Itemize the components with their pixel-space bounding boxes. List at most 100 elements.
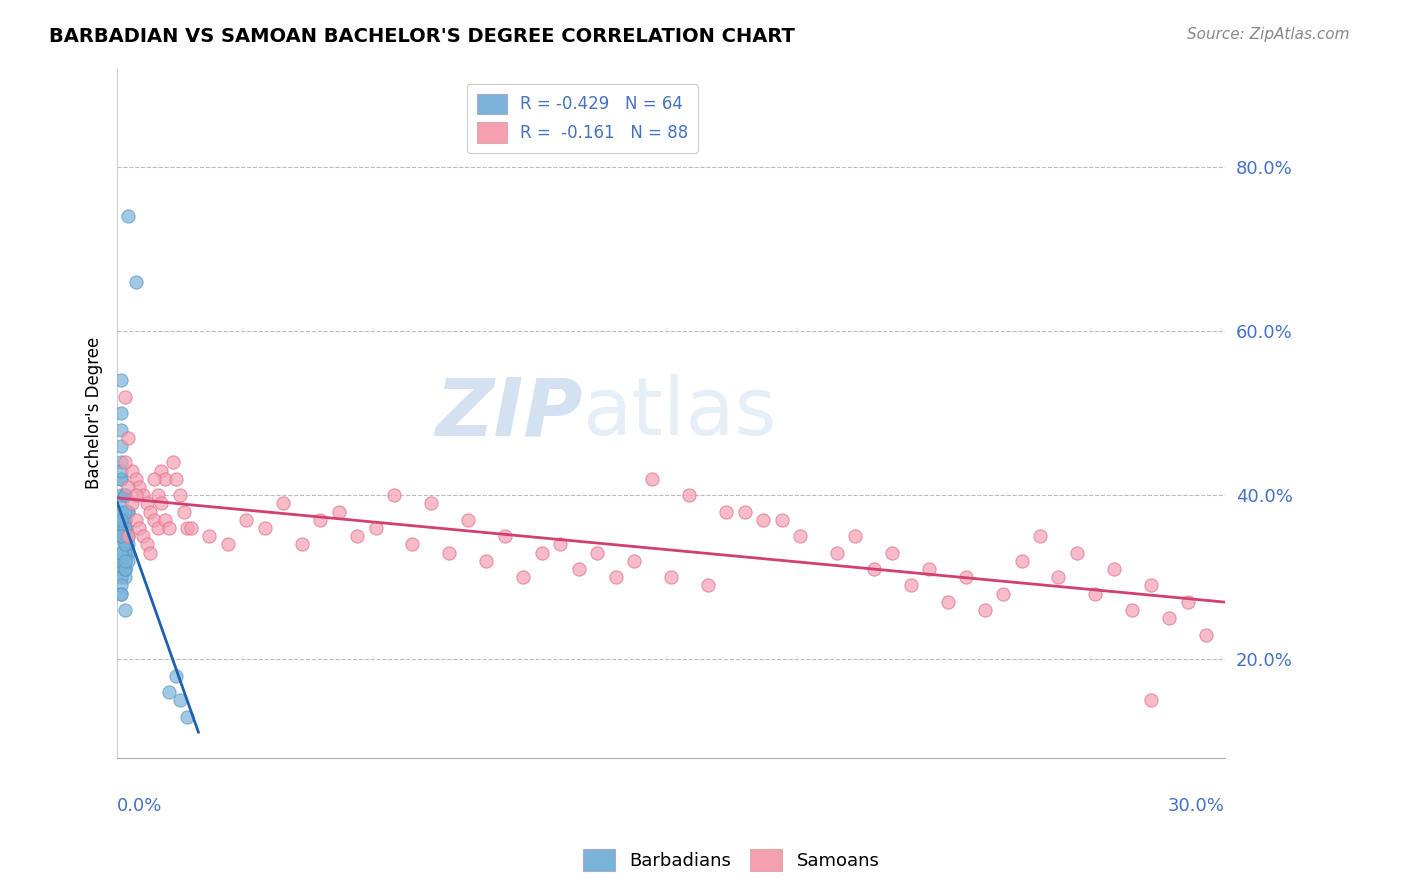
Point [110, 463, 132, 477]
Point [150, 496, 173, 510]
Point [143, 472, 166, 486]
Point [568, 562, 591, 576]
Point [110, 586, 132, 600]
Point [114, 455, 136, 469]
Point [117, 431, 139, 445]
Point [955, 570, 977, 584]
Point [1195, 627, 1218, 641]
Point [114, 521, 136, 535]
Point [217, 537, 239, 551]
Point [114, 513, 136, 527]
Point [117, 545, 139, 559]
Point [117, 554, 139, 568]
Point [117, 545, 139, 559]
Point [139, 545, 162, 559]
Point [110, 554, 132, 568]
Point [110, 521, 132, 535]
Point [605, 570, 627, 584]
Point [114, 521, 136, 535]
Point [844, 529, 866, 543]
Point [117, 537, 139, 551]
Point [494, 529, 516, 543]
Point [1177, 595, 1199, 609]
Point [146, 488, 169, 502]
Point [114, 562, 136, 576]
Point [900, 578, 922, 592]
Point [918, 562, 941, 576]
Point [110, 545, 132, 559]
Point [770, 513, 793, 527]
Point [936, 595, 959, 609]
Point [114, 529, 136, 543]
Point [110, 529, 132, 543]
Point [114, 488, 136, 502]
Text: atlas: atlas [582, 374, 776, 452]
Point [143, 513, 166, 527]
Point [1121, 603, 1143, 617]
Point [114, 537, 136, 551]
Point [1084, 586, 1107, 600]
Point [110, 578, 132, 592]
Point [162, 455, 184, 469]
Point [176, 709, 198, 723]
Point [401, 537, 423, 551]
Point [114, 603, 136, 617]
Point [1139, 693, 1161, 707]
Point [110, 554, 132, 568]
Text: 0.0%: 0.0% [117, 797, 163, 814]
Point [150, 463, 173, 477]
Point [117, 504, 139, 518]
Point [309, 513, 332, 527]
Point [117, 480, 139, 494]
Point [364, 521, 387, 535]
Point [439, 545, 461, 559]
Point [346, 529, 368, 543]
Text: Source: ZipAtlas.com: Source: ZipAtlas.com [1187, 27, 1350, 42]
Point [128, 521, 150, 535]
Point [114, 562, 136, 576]
Point [110, 529, 132, 543]
Point [1011, 554, 1033, 568]
Point [110, 521, 132, 535]
Legend: Barbadians, Samoans: Barbadians, Samoans [575, 842, 887, 879]
Point [114, 554, 136, 568]
Point [863, 562, 886, 576]
Point [110, 586, 132, 600]
Point [128, 480, 150, 494]
Point [117, 529, 139, 543]
Point [114, 545, 136, 559]
Point [114, 488, 136, 502]
Point [173, 504, 195, 518]
Point [1102, 562, 1125, 576]
Point [678, 488, 700, 502]
Point [117, 529, 139, 543]
Point [110, 439, 132, 453]
Point [457, 513, 479, 527]
Point [110, 570, 132, 584]
Point [110, 504, 132, 518]
Point [114, 562, 136, 576]
Point [1047, 570, 1070, 584]
Point [253, 521, 276, 535]
Point [135, 537, 157, 551]
Point [117, 209, 139, 223]
Point [132, 488, 155, 502]
Point [548, 537, 571, 551]
Point [382, 488, 405, 502]
Point [114, 529, 136, 543]
Text: 30.0%: 30.0% [1168, 797, 1225, 814]
Point [991, 586, 1014, 600]
Point [716, 504, 738, 518]
Point [180, 521, 202, 535]
Point [157, 521, 180, 535]
Point [114, 537, 136, 551]
Legend: R = -0.429   N = 64, R =  -0.161   N = 88: R = -0.429 N = 64, R = -0.161 N = 88 [467, 84, 699, 153]
Point [124, 472, 146, 486]
Text: ZIP: ZIP [434, 374, 582, 452]
Point [114, 513, 136, 527]
Point [110, 562, 132, 576]
Point [121, 463, 143, 477]
Point [153, 472, 176, 486]
Point [512, 570, 534, 584]
Point [139, 504, 162, 518]
